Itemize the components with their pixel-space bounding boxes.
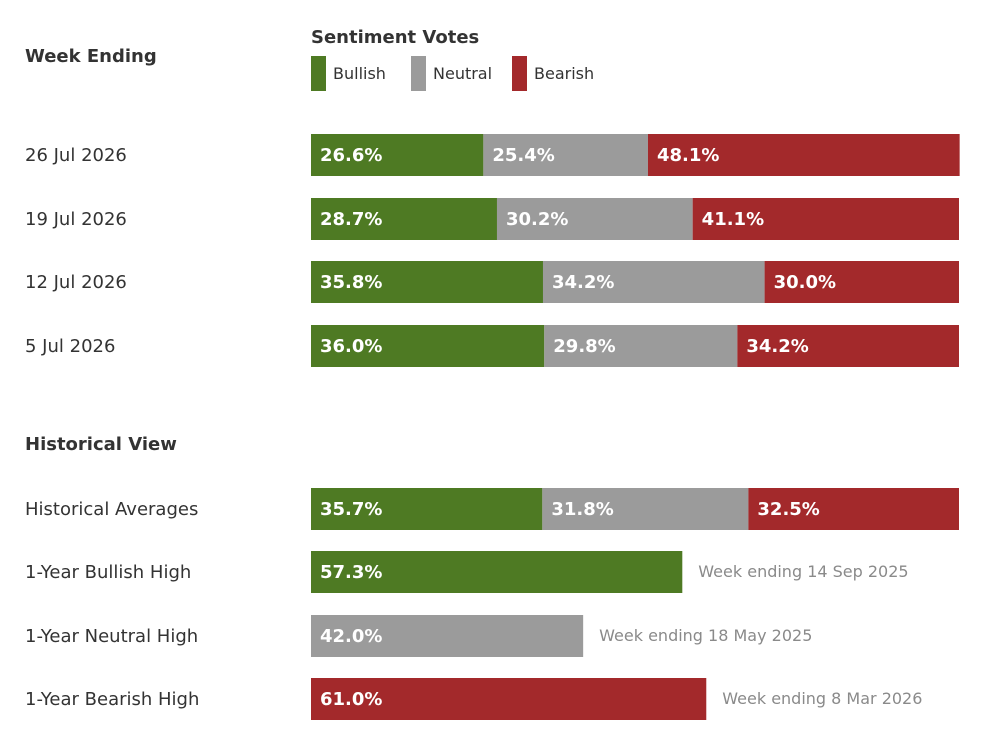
bar-value-19-jul-2026-bullish: 28.7%: [320, 209, 382, 230]
row-label-19-jul-2026: 19 Jul 2026: [25, 209, 127, 230]
bar-historical-averages-bearish: [748, 488, 959, 530]
bar-value-historical-averages-neutral: 31.8%: [551, 499, 613, 520]
row-label-5-jul-2026: 5 Jul 2026: [25, 336, 115, 357]
bar-26-jul-2026-neutral: [483, 134, 648, 176]
bar-rows: 26 Jul 2026 26.6% 25.4% 48.1% 19 Jul 2026 28.…: [25, 134, 960, 720]
bar-historical-averages-bullish: [311, 488, 543, 530]
bar-5-jul-2026-bullish: [311, 325, 545, 367]
legend-label-bullish: Bullish: [333, 64, 386, 83]
high-note-1-year-bearish-high: Week ending 8 Mar 2026: [722, 689, 922, 708]
legend: Bullish Neutral Bearish: [311, 56, 594, 91]
row-label-1-year-bearish-high: 1-Year Bearish High: [25, 689, 199, 710]
bar-value-5-jul-2026-neutral: 29.8%: [553, 336, 615, 357]
bar-value-19-jul-2026-neutral: 30.2%: [506, 209, 568, 230]
row-label-1-year-bullish-high: 1-Year Bullish High: [25, 562, 191, 583]
bar-value-5-jul-2026-bullish: 36.0%: [320, 336, 382, 357]
bar-12-jul-2026-bullish: [311, 261, 543, 303]
bar-1-year-bullish-high-bullish: [311, 551, 683, 593]
high-note-1-year-bullish-high: Week ending 14 Sep 2025: [698, 562, 908, 581]
bar-12-jul-2026-neutral: [542, 261, 765, 303]
bar-value-1-year-neutral-high-neutral: 42.0%: [320, 626, 382, 647]
bar-26-jul-2026-bullish: [311, 134, 484, 176]
row-label-1-year-neutral-high: 1-Year Neutral High: [25, 626, 198, 647]
high-note-1-year-neutral-high: Week ending 18 May 2025: [599, 626, 812, 645]
legend-title: Sentiment Votes: [311, 27, 479, 48]
row-label-historical-averages: Historical Averages: [25, 499, 198, 520]
legend-swatch-neutral: [411, 56, 426, 91]
bar-value-historical-averages-bullish: 35.7%: [320, 499, 382, 520]
bar-value-5-jul-2026-bearish: 34.2%: [746, 336, 808, 357]
bar-12-jul-2026-bearish: [764, 261, 959, 303]
legend-label-bearish: Bearish: [534, 64, 594, 83]
bar-value-12-jul-2026-bullish: 35.8%: [320, 272, 382, 293]
bar-19-jul-2026-bullish: [311, 198, 497, 240]
bar-historical-averages-neutral: [542, 488, 749, 530]
bar-5-jul-2026-neutral: [544, 325, 738, 367]
legend-swatch-bearish: [512, 56, 527, 91]
week-ending-header: Week Ending: [25, 46, 157, 67]
bar-value-12-jul-2026-bearish: 30.0%: [774, 272, 836, 293]
historical-view-header: Historical View: [25, 434, 177, 455]
legend-swatch-bullish: [311, 56, 326, 91]
row-label-26-jul-2026: 26 Jul 2026: [25, 145, 127, 166]
bar-19-jul-2026-bearish: [692, 198, 959, 240]
bar-value-1-year-bearish-high-bearish: 61.0%: [320, 689, 382, 710]
bar-value-19-jul-2026-bearish: 41.1%: [702, 209, 764, 230]
bar-value-26-jul-2026-bearish: 48.1%: [657, 145, 719, 166]
bar-5-jul-2026-bearish: [737, 325, 959, 367]
legend-label-neutral: Neutral: [433, 64, 492, 83]
bar-value-historical-averages-bearish: 32.5%: [757, 499, 819, 520]
bar-1-year-neutral-high-neutral: [311, 615, 584, 657]
bar-value-12-jul-2026-neutral: 34.2%: [552, 272, 614, 293]
bar-26-jul-2026-bearish: [647, 134, 960, 176]
bar-value-1-year-bullish-high-bullish: 57.3%: [320, 562, 382, 583]
bar-19-jul-2026-neutral: [496, 198, 693, 240]
bar-1-year-bearish-high-bearish: [311, 678, 707, 720]
row-label-12-jul-2026: 12 Jul 2026: [25, 272, 127, 293]
bar-value-26-jul-2026-bullish: 26.6%: [320, 145, 382, 166]
bar-value-26-jul-2026-neutral: 25.4%: [492, 145, 554, 166]
